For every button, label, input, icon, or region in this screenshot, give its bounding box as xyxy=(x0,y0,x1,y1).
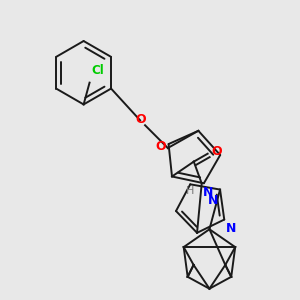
Text: H: H xyxy=(185,186,194,197)
Text: O: O xyxy=(136,113,146,126)
Text: N: N xyxy=(226,221,237,235)
Text: O: O xyxy=(155,140,166,152)
Text: N: N xyxy=(208,194,218,206)
Text: O: O xyxy=(212,145,222,158)
Text: Cl: Cl xyxy=(92,64,104,77)
Text: N: N xyxy=(203,186,213,200)
